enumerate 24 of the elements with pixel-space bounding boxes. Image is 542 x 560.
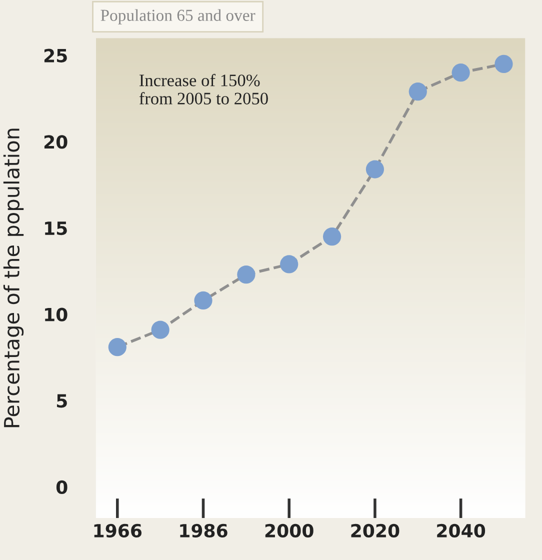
point xyxy=(452,64,470,82)
point xyxy=(237,266,256,284)
y-tick-label: 10 xyxy=(45,308,68,322)
y-tick-label: 5 xyxy=(56,394,67,408)
point xyxy=(494,54,513,74)
point xyxy=(280,255,298,274)
x-tick-label: 2000 xyxy=(265,524,314,538)
point xyxy=(408,82,427,101)
x-tick-label: 1966 xyxy=(94,524,142,538)
annotation: Increase of 150% from 2005 to 2050 xyxy=(139,74,268,104)
y-tick-label: 0 xyxy=(56,480,68,494)
point xyxy=(366,160,384,178)
point xyxy=(151,320,170,339)
x-tick-label: 2020 xyxy=(351,524,400,538)
x-tick-label: 1986 xyxy=(180,524,228,538)
y-tick-label: 25 xyxy=(44,48,67,62)
point xyxy=(108,338,126,356)
x-tick-label: 2040 xyxy=(437,524,486,538)
chart-title: Population 65 and over xyxy=(100,9,256,24)
point xyxy=(194,291,212,310)
y-axis-title: Percentage of the population xyxy=(3,128,24,428)
y-tick-label: 20 xyxy=(44,135,68,149)
point xyxy=(322,228,342,246)
y-tick-label: 15 xyxy=(45,222,67,236)
